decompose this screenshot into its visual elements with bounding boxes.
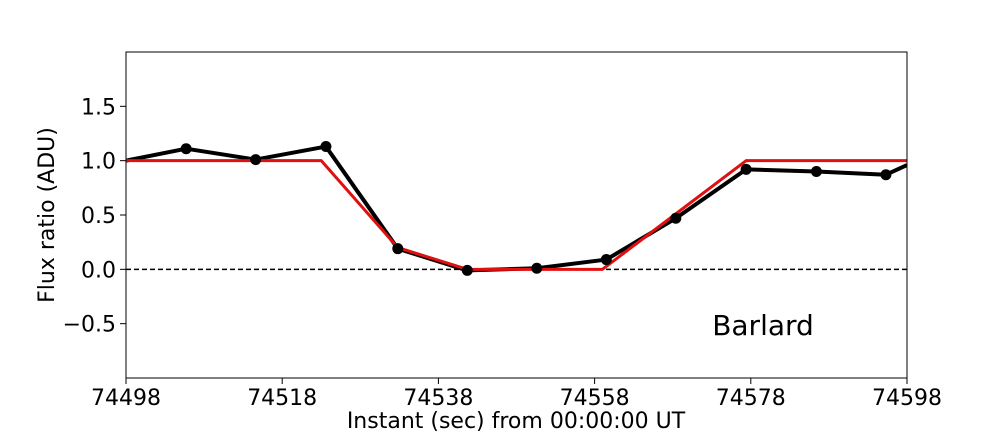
y-tick-label: 1.5 <box>81 95 116 120</box>
observed-flux-point <box>740 163 752 175</box>
observed-flux-point <box>531 262 543 274</box>
observed-flux-point <box>670 212 682 224</box>
observed-flux-point <box>810 166 822 178</box>
x-axis-title: Instant (sec) from 00:00:00 UT <box>347 409 686 432</box>
model-fit-line <box>126 159 907 271</box>
y-tick-label: 0.0 <box>81 258 116 283</box>
y-tick-label: −0.5 <box>63 313 116 338</box>
y-tick-label: 1.0 <box>81 150 116 175</box>
x-tick-label: 74578 <box>716 386 786 411</box>
x-tick-label: 74498 <box>91 386 161 411</box>
plot-area <box>126 144 907 273</box>
y-axis-title: Flux ratio (ADU) <box>35 127 60 303</box>
x-tick-label: 74598 <box>872 386 942 411</box>
plot-series <box>126 141 907 276</box>
observed-flux-point <box>461 264 473 276</box>
observed-flux-point <box>392 243 404 255</box>
chart-annotation-label: Barlard <box>712 309 814 342</box>
observed-flux-point <box>250 154 262 166</box>
x-tick-label: 74518 <box>247 386 317 411</box>
observed-flux-point <box>320 141 332 153</box>
y-tick-label: 0.5 <box>81 204 116 229</box>
x-tick-label: 74538 <box>403 386 473 411</box>
observed-flux-point <box>880 169 892 181</box>
observed-flux-point <box>600 254 612 266</box>
x-tick-label: 74558 <box>560 386 630 411</box>
axis-ticks: 74498 74518 74538 74558 74578 74598 −0.5 0.0 0.5… <box>63 95 942 411</box>
observed-flux-point <box>180 143 192 155</box>
observed-flux-line <box>126 144 907 273</box>
